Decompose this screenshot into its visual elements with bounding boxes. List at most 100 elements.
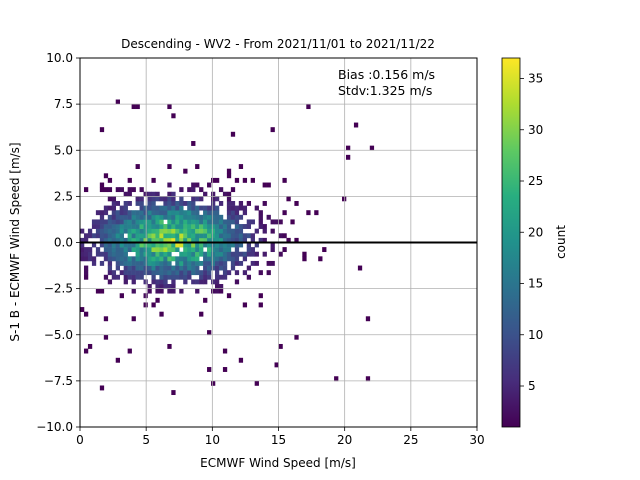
heatmap-cell [171, 228, 176, 234]
heatmap-cell [199, 205, 204, 211]
heatmap-cell [159, 279, 164, 285]
heatmap-cell [270, 242, 275, 248]
heatmap-cell [191, 141, 196, 146]
heatmap-cell [274, 362, 279, 368]
heatmap-cell [147, 288, 152, 294]
heatmap-cell [155, 260, 160, 266]
heatmap-cell [187, 265, 192, 271]
colorbar-tick-label: 30 [528, 123, 543, 137]
heatmap-cell [131, 265, 136, 271]
heatmap-cell [211, 247, 216, 253]
heatmap-cell [119, 256, 124, 262]
heatmap-cell [199, 274, 204, 280]
heatmap-cell [135, 200, 140, 206]
heatmap-cell [218, 228, 224, 234]
heatmap-cell [222, 233, 228, 239]
heatmap-cell [171, 196, 176, 202]
heatmap-cell [119, 224, 124, 229]
heatmap-cell [115, 214, 120, 220]
heatmap-cell [214, 288, 220, 294]
heatmap-cell [119, 228, 124, 234]
heatmap-cell [143, 210, 148, 216]
colorbar-tick-label: 15 [528, 277, 543, 291]
heatmap-cell [226, 233, 232, 239]
heatmap-cell [131, 237, 136, 243]
heatmap-cell [175, 265, 180, 271]
colorbar-gradient [501, 57, 521, 428]
heatmap-cell [230, 251, 236, 257]
heatmap-cell [175, 242, 180, 248]
heatmap-cell [191, 187, 196, 193]
heatmap-cell [270, 260, 275, 266]
heatmap-cell [147, 247, 152, 253]
heatmap-cell [147, 191, 152, 197]
heatmap-cell [214, 219, 220, 225]
x-axis-ticks: 0 5 10 15 20 25 30 [76, 427, 485, 447]
heatmap-cell [318, 256, 323, 262]
heatmap-cell [99, 210, 105, 216]
heatmap-cell [151, 274, 156, 280]
heatmap-cell [246, 251, 252, 257]
heatmap-cell [127, 242, 132, 248]
heatmap-cell [143, 279, 148, 285]
heatmap-cell [139, 228, 144, 234]
heatmap-cell [226, 242, 232, 248]
heatmap-cell [131, 187, 136, 193]
heatmap-cell [218, 219, 224, 225]
heatmap-cell [230, 256, 236, 262]
heatmap-cell [143, 256, 148, 262]
heatmap-cell [159, 251, 164, 257]
heatmap-cell [191, 251, 196, 257]
heatmap-cell [143, 233, 148, 239]
heatmap-cell [214, 270, 220, 276]
heatmap-cell [254, 251, 259, 257]
heatmap-cell [167, 205, 172, 211]
heatmap-cell [127, 256, 132, 262]
heatmap-cell [139, 260, 144, 266]
heatmap-cell [151, 224, 156, 229]
heatmap-cell [183, 210, 188, 216]
heatmap-cell [322, 247, 327, 253]
heatmap-cell [211, 256, 216, 262]
heatmap-cell [151, 233, 156, 239]
heatmap-cell [155, 265, 160, 271]
heatmap-cell [155, 284, 160, 289]
heatmap-cell [195, 260, 200, 266]
heatmap-cell [211, 224, 216, 229]
heatmap-cell [135, 270, 140, 276]
heatmap-cell [135, 256, 140, 262]
heatmap-cell [159, 237, 164, 243]
heatmap-cell [211, 219, 216, 225]
heatmap-cell [83, 237, 89, 243]
heatmap-cell [127, 200, 132, 206]
heatmap-cell [222, 348, 228, 354]
heatmap-cell [222, 247, 228, 253]
heatmap-cell [155, 297, 160, 303]
heatmap-cell [107, 251, 113, 257]
heatmap-cell [135, 210, 140, 216]
heatmap-cell [103, 251, 109, 257]
heatmap-cell [183, 224, 188, 229]
heatmap-cell [155, 214, 160, 220]
heatmap-cell [111, 247, 117, 253]
heatmap-cell [211, 214, 216, 220]
heatmap-cell [167, 219, 172, 225]
heatmap-cell [147, 205, 152, 211]
heatmap-cell [214, 260, 220, 266]
heatmap-cell [159, 196, 164, 202]
heatmap-cell [135, 219, 140, 225]
heatmap-cell [266, 260, 271, 266]
heatmap-cell [262, 228, 267, 234]
heatmap-cell [107, 187, 113, 193]
heatmap-cell [218, 284, 224, 289]
heatmap-cell [151, 196, 156, 202]
heatmap-cell [151, 279, 156, 285]
heatmap-cell [171, 200, 176, 206]
heatmap-cell [127, 224, 132, 229]
heatmap-cell [342, 196, 347, 202]
heatmap-cell [246, 265, 252, 271]
heatmap-cell [179, 237, 184, 243]
heatmap-cell [203, 233, 208, 239]
heatmap-cell [163, 233, 168, 239]
heatmap-cell [155, 205, 160, 211]
